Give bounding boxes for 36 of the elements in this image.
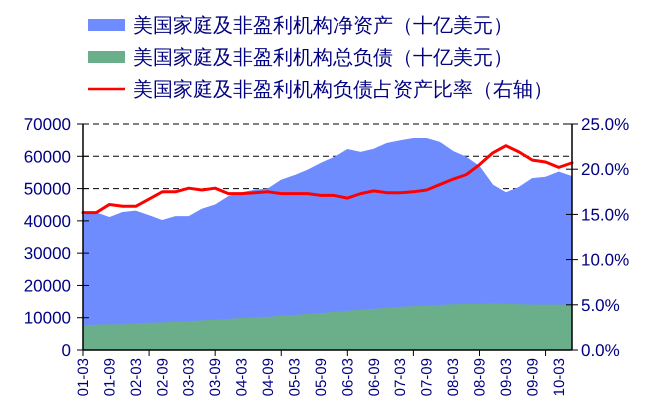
- x-tick-label: 09-09: [524, 358, 542, 396]
- y-tick-label: 50000: [24, 180, 71, 199]
- x-tick-label: 07-03: [392, 358, 410, 396]
- y-tick-label: 10000: [24, 308, 71, 328]
- x-tick-label: 08-03: [445, 358, 462, 396]
- y2-tick-label: 15.0%: [581, 205, 630, 224]
- x-tick-label: 06-03: [339, 358, 356, 396]
- y2-tick-label: 5.0%: [581, 296, 620, 315]
- x-tick-label: 09-03: [498, 358, 515, 396]
- y-tick-label: 0: [62, 341, 71, 360]
- legend-label: 美国家庭及非盈利机构负债占资产比率（右轴）: [133, 78, 553, 101]
- x-tick-label: 04-03: [234, 358, 251, 396]
- y-tick-label: 60000: [24, 147, 71, 166]
- x-tick-label: 03-09: [207, 358, 224, 396]
- x-tick-label: 02-09: [154, 358, 172, 396]
- y-tick-label: 70000: [24, 115, 71, 134]
- y-tick-label: 30000: [24, 244, 71, 264]
- y-tick-label: 20000: [24, 276, 71, 296]
- x-tick-label: 01-03: [75, 358, 92, 396]
- x-tick-label: 04-09: [260, 358, 278, 396]
- x-tick-label: 05-09: [312, 358, 330, 396]
- y2-tick-label: 25.0%: [581, 115, 630, 134]
- y2-tick-label: 0.0%: [581, 341, 620, 360]
- y2-tick-label: 10.0%: [581, 250, 630, 270]
- y-tick-label: 40000: [24, 212, 71, 231]
- y2-tick-label: 20.0%: [581, 160, 630, 180]
- legend-label: 美国家庭及非盈利机构总负债（十亿美元）: [133, 46, 513, 69]
- x-tick-label: 03-03: [180, 358, 198, 396]
- x-tick-label: 08-09: [471, 358, 488, 396]
- legend-label: 美国家庭及非盈利机构净资产（十亿美元）: [133, 14, 513, 37]
- x-tick-label: 02-03: [128, 358, 145, 396]
- x-tick-label: 01-09: [101, 358, 118, 396]
- x-tick-label: 07-09: [418, 358, 436, 396]
- x-tick-label: 05-03: [286, 358, 304, 396]
- x-tick-label: 06-09: [366, 358, 383, 396]
- x-tick-label: 10-03: [550, 358, 568, 396]
